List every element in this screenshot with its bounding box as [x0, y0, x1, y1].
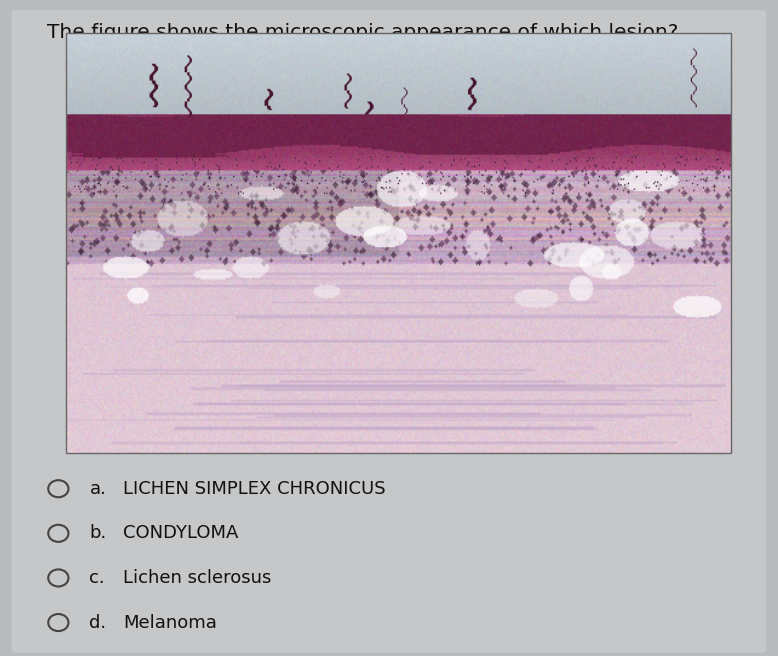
FancyBboxPatch shape — [12, 10, 766, 653]
Text: c.: c. — [89, 569, 105, 587]
Text: b.: b. — [89, 524, 107, 543]
Text: Melanoma: Melanoma — [123, 613, 217, 632]
Text: CONDYLOMA: CONDYLOMA — [123, 524, 238, 543]
Text: d.: d. — [89, 613, 107, 632]
Text: The figure shows the microscopic appearance of which lesion?: The figure shows the microscopic appeara… — [47, 23, 678, 42]
Text: a.: a. — [89, 480, 107, 498]
Text: LICHEN SIMPLEX CHRONICUS: LICHEN SIMPLEX CHRONICUS — [123, 480, 386, 498]
Text: Lichen sclerosus: Lichen sclerosus — [123, 569, 272, 587]
